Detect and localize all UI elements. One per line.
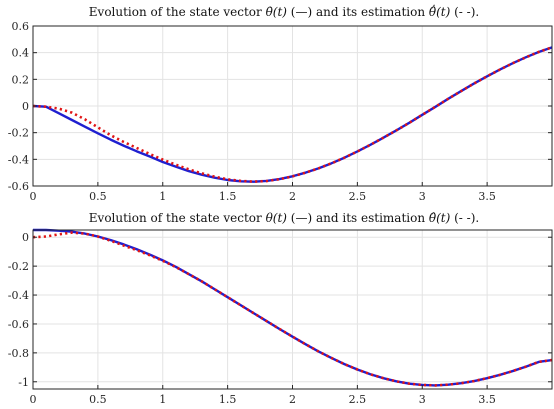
chart-top-ticks: 0 0.5 1 1.5 2 2.5 3 3.5 -0.6 -0.4 -0.2 0 0.2 0.4 0.6 xyxy=(8,20,552,203)
bottom-xtick-label: 3 xyxy=(419,393,426,406)
chart-top-title: Evolution of the state vector θ̇(t) (—) … xyxy=(89,3,479,19)
top-ytick-label: -0.2 xyxy=(8,127,29,140)
bottom-ytick-label: -1 xyxy=(18,376,29,389)
chart-bottom-title: Evolution of the state vector θ(t) (—) a… xyxy=(89,211,479,225)
chart-bottom-ticks: 0 0.5 1 1.5 2 2.5 3 3.5 -1 -0.8 -0.6 -0.4 -0.2 0 xyxy=(8,231,552,406)
top-ytick-label: -0.6 xyxy=(8,180,29,193)
top-xtick-label: 2.5 xyxy=(349,190,367,203)
bottom-xtick-label: 1.5 xyxy=(219,393,237,406)
bottom-xtick-label: 2.5 xyxy=(349,393,367,406)
top-ytick-label: 0.6 xyxy=(12,20,30,33)
top-ytick-label: -0.4 xyxy=(8,153,29,166)
chart-bottom: Evolution of the state vector θ(t) (—) a… xyxy=(8,211,553,406)
bottom-ytick-label: -0.4 xyxy=(8,289,29,302)
chart-top: Evolution of the state vector θ̇(t) (—) … xyxy=(8,3,553,203)
chart-top-title-prefix: Evolution of the state vector xyxy=(89,5,266,19)
bottom-ytick-label: -0.8 xyxy=(8,347,29,360)
chart-top-series xyxy=(32,46,553,183)
top-xtick-label: 0 xyxy=(30,190,37,203)
bottom-xtick-label: 3.5 xyxy=(478,393,496,406)
chart-top-title-dashed-note: (- -). xyxy=(450,5,479,19)
chart-bottom-title-solid-note: (—) and its estimation xyxy=(287,211,429,225)
top-xtick-label: 3.5 xyxy=(478,190,496,203)
chart-bottom-title-dashed-note: (- -). xyxy=(450,211,479,225)
top-xtick-label: 1.5 xyxy=(219,190,237,203)
chart-top-title-solid-note: (—) and its estimation xyxy=(287,5,429,19)
top-series-estimate-line xyxy=(32,46,553,183)
bottom-ytick-label: -0.6 xyxy=(8,318,29,331)
chart-bottom-title-est-symbol: θ̂(t) xyxy=(429,211,451,225)
bottom-xtick-label: 1 xyxy=(159,393,166,406)
bottom-series-estimate-line xyxy=(32,231,553,387)
top-ytick-label: 0 xyxy=(22,100,29,113)
bottom-ytick-label: -0.2 xyxy=(8,260,29,273)
chart-bottom-title-prefix: Evolution of the state vector xyxy=(89,211,266,225)
top-xtick-label: 3 xyxy=(419,190,426,203)
bottom-xtick-label: 0.5 xyxy=(89,393,107,406)
bottom-xtick-label: 0 xyxy=(30,393,37,406)
chart-top-title-est-symbol: θ̂̇(t) xyxy=(429,3,451,19)
chart-bottom-series xyxy=(32,228,553,387)
chart-top-title-symbol: θ̇(t) xyxy=(266,5,288,19)
top-xtick-label: 2 xyxy=(289,190,296,203)
bottom-xtick-label: 2 xyxy=(289,393,296,406)
top-xtick-label: 0.5 xyxy=(89,190,107,203)
top-xtick-label: 1 xyxy=(159,190,166,203)
chart-bottom-title-symbol: θ(t) xyxy=(266,211,288,225)
top-ytick-label: 0.4 xyxy=(12,47,30,60)
bottom-ytick-label: 0 xyxy=(22,231,29,244)
top-ytick-label: 0.2 xyxy=(12,73,30,86)
